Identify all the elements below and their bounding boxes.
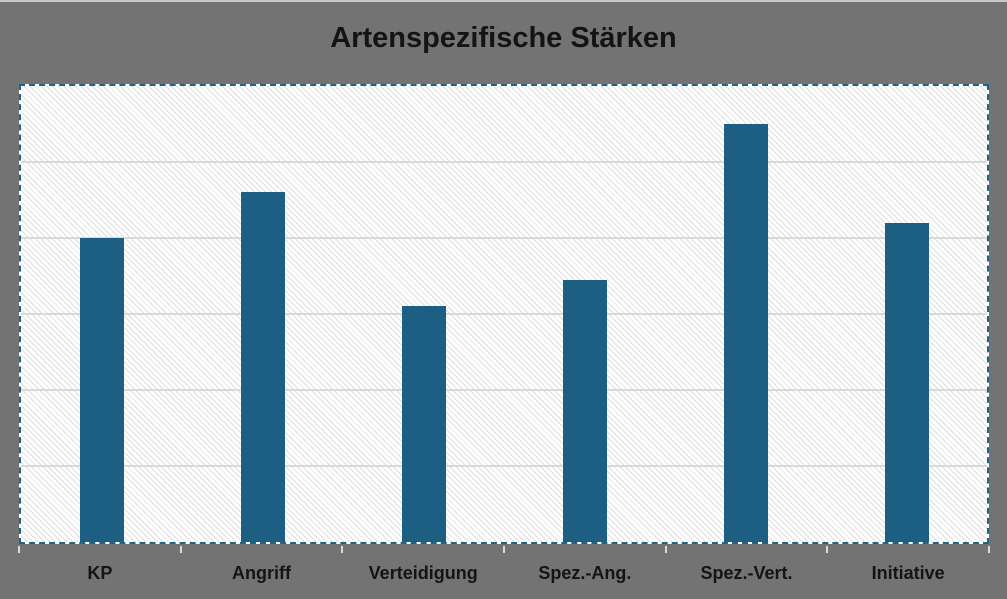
bars-layer [21, 86, 987, 542]
category-slot [182, 86, 343, 542]
axis-tick [664, 546, 667, 553]
category-slot [343, 86, 504, 542]
bar-spez-ang[interactable] [562, 279, 607, 542]
x-axis-label[interactable]: Angriff [232, 563, 291, 583]
x-axis-label[interactable]: KP [87, 563, 113, 583]
x-axis-ticks [18, 546, 990, 554]
x-axis-label[interactable]: Initiative [871, 563, 945, 583]
gridline [21, 160, 987, 163]
axis-tick [341, 546, 344, 553]
axis-tick [988, 546, 990, 553]
bar-spez-vert[interactable] [723, 124, 768, 542]
gridline [21, 236, 987, 239]
plot-background [21, 86, 987, 542]
category-slot [504, 86, 665, 542]
bar-verteidigung[interactable] [401, 306, 446, 542]
gridline [21, 388, 987, 391]
category-slot [826, 86, 987, 542]
x-axis-labels[interactable]: KP Angriff Verteidigung Spez.-Ang. Spez.-Ver… [19, 560, 989, 588]
category-slot [665, 86, 826, 542]
gridline [21, 313, 987, 315]
bar-angriff[interactable] [240, 192, 285, 542]
x-axis-label[interactable]: Verteidigung [368, 563, 478, 583]
x-axis-label[interactable]: Spez.-Vert. [700, 563, 793, 583]
axis-tick [503, 546, 505, 553]
bar-initiative[interactable] [884, 222, 929, 542]
chart-title[interactable]: Artenspezifische Stärken [330, 22, 677, 54]
category-slot [21, 86, 182, 542]
bar-kp[interactable] [79, 238, 124, 542]
window-top-edge [0, 0, 1007, 2]
plot-area[interactable] [19, 84, 989, 544]
x-axis-label[interactable]: Spez.-Ang. [538, 563, 632, 583]
axis-tick [18, 546, 20, 553]
gridline [21, 465, 987, 467]
axis-tick [826, 546, 829, 553]
axis-tick [179, 546, 182, 553]
